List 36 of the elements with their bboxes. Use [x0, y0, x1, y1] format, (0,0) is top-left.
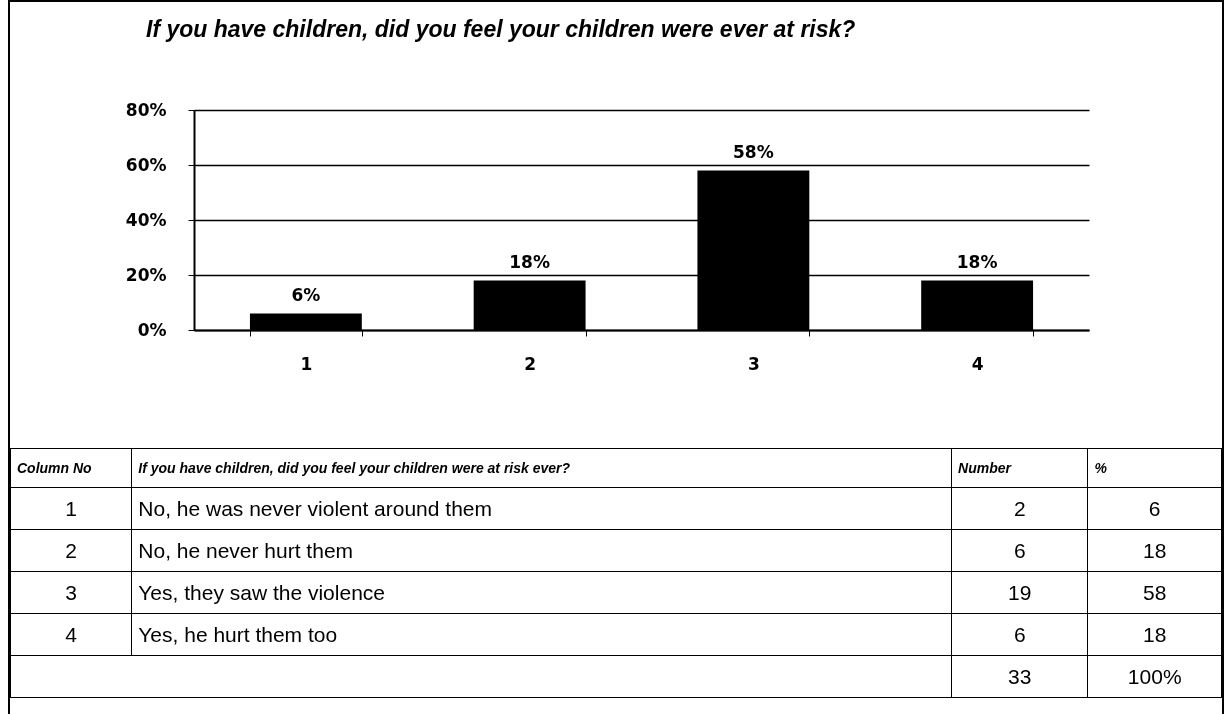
text: 6 [1087, 487, 1222, 530]
text: Column No [10, 448, 132, 488]
text: No, he was never violent around them [131, 487, 952, 530]
data-label: 18% [956, 251, 998, 272]
text: 18 [1087, 529, 1222, 572]
text: Yes, he hurt them too [131, 613, 952, 656]
x-tick-label: 3 [747, 353, 760, 374]
data-label: 58% [733, 141, 774, 162]
x-tick-label: 4 [971, 353, 984, 374]
data-label: 6% [291, 284, 321, 305]
data-label: 18% [509, 251, 550, 272]
y-tick-label: 60% [125, 154, 167, 175]
text: 100% [1087, 655, 1222, 698]
chart-title: If you have children, did you feel your children were ever at risk? [146, 16, 856, 43]
text: 2 [10, 529, 132, 572]
x-tick-label: 2 [524, 353, 537, 374]
text: 3 [10, 571, 132, 614]
text: 6 [951, 613, 1088, 656]
text: If you have children, did you feel your children were at risk ever? [131, 448, 952, 488]
text: Yes, they saw the violence [131, 571, 952, 614]
y-tick-label: 20% [125, 264, 167, 285]
text: 2 [951, 487, 1088, 530]
text: Number [951, 448, 1088, 488]
x-tick-label: 1 [300, 353, 313, 374]
text: 33 [951, 655, 1088, 698]
y-tick-label: 80% [125, 99, 167, 120]
text: 1 [10, 487, 132, 530]
text: 6 [951, 529, 1088, 572]
text: % [1087, 448, 1222, 488]
y-tick-label: 0% [137, 319, 167, 340]
text: 4 [10, 613, 132, 656]
text: 58 [1087, 571, 1222, 614]
text: 19 [951, 571, 1088, 614]
text: No, he never hurt them [131, 529, 952, 572]
y-tick-label: 40% [125, 209, 167, 230]
text: 18 [1087, 613, 1222, 656]
